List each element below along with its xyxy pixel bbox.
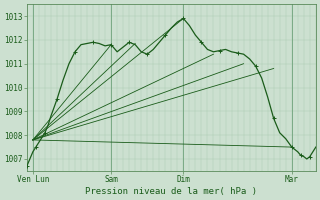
X-axis label: Pression niveau de la mer( hPa ): Pression niveau de la mer( hPa ) xyxy=(85,187,257,196)
